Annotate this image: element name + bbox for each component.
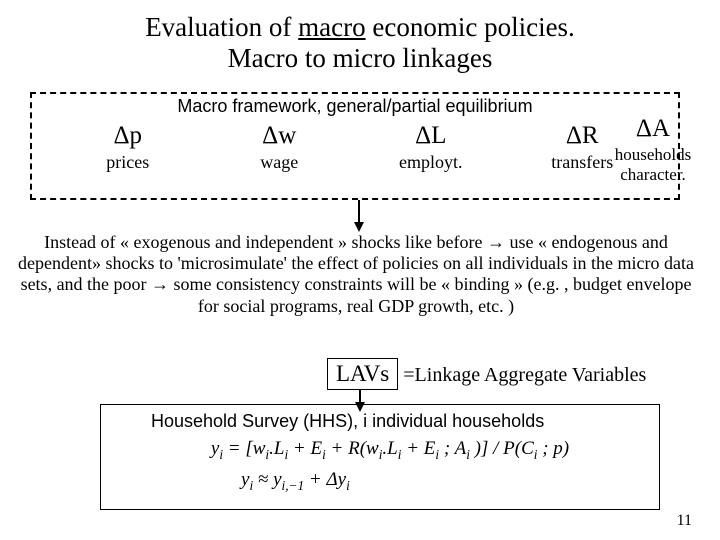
var-dp: Δp prices	[73, 122, 183, 173]
hhs-label: Household Survey (HHS), i individual hou…	[151, 411, 629, 432]
var-dw-label: wage	[224, 152, 334, 173]
household-survey-box: Household Survey (HHS), i individual hou…	[100, 404, 660, 510]
title-line1c: economic policies.	[366, 12, 575, 42]
var-dl-label: employt.	[376, 152, 486, 173]
var-dl: ΔL employt.	[376, 122, 486, 173]
var-da-label: households character.	[598, 145, 708, 185]
lavs-desc: =Linkage Aggregate Variables	[403, 364, 646, 386]
var-da: ΔA households character.	[598, 115, 708, 185]
var-dw-symbol: Δw	[224, 122, 334, 150]
macro-framework-box: Macro framework, general/partial equilib…	[30, 92, 680, 200]
body-paragraph: Instead of « exogenous and independent »…	[10, 232, 702, 317]
title-line1a: Evaluation of	[145, 12, 298, 42]
arrow-down-icon	[358, 200, 360, 224]
var-dw: Δw wage	[224, 122, 334, 173]
page-number: 11	[677, 512, 692, 530]
slide-title: Evaluation of macro economic policies. M…	[0, 0, 720, 74]
var-dp-label: prices	[73, 152, 183, 173]
equation-2: yi ≈ yi,−1 + Δyi	[151, 469, 629, 494]
var-da-symbol: ΔA	[598, 115, 708, 143]
title-underlined: macro	[298, 12, 365, 42]
title-line2: Macro to micro linkages	[228, 43, 493, 73]
var-dl-symbol: ΔL	[376, 122, 486, 150]
equation-1: yi = [wi.Li + Ei + R(wi.Li + Ei ; Ai )] …	[151, 438, 629, 463]
lavs-row: LAVs =Linkage Aggregate Variables	[140, 358, 690, 390]
macro-box-label: Macro framework, general/partial equilib…	[32, 96, 678, 117]
lavs-box: LAVs	[327, 358, 398, 390]
variables-row: Δp prices Δw wage ΔL employt. ΔR transfe…	[32, 122, 678, 173]
var-dp-symbol: Δp	[73, 122, 183, 150]
